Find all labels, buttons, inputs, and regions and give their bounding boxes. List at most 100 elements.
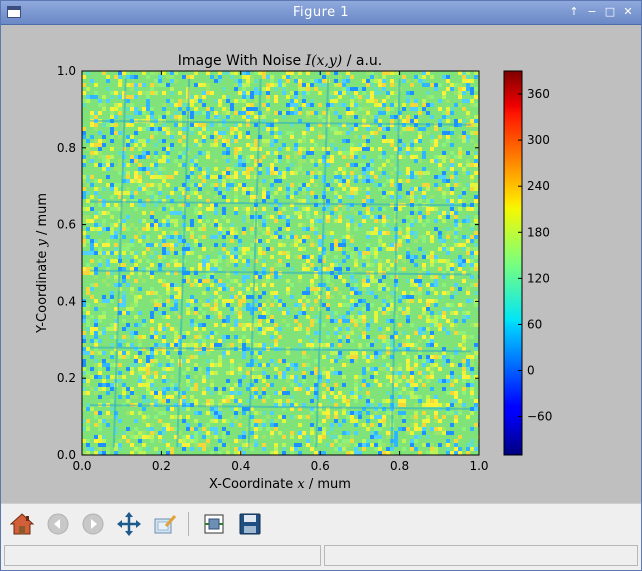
noise-pixel [294, 255, 298, 259]
noise-pixel [318, 171, 322, 175]
noise-pixel [210, 331, 214, 335]
noise-pixel [190, 235, 194, 239]
noise-pixel [346, 79, 350, 83]
noise-pixel [434, 83, 438, 87]
noise-pixel [118, 259, 122, 263]
save-button[interactable] [236, 510, 264, 538]
noise-pixel [234, 231, 238, 235]
noise-pixel [290, 451, 294, 455]
noise-pixel [318, 295, 322, 299]
noise-pixel [450, 131, 454, 135]
noise-pixel [202, 435, 206, 439]
noise-pixel [170, 283, 174, 287]
noise-pixel [134, 303, 138, 307]
noise-pixel [230, 295, 234, 299]
noise-pixel [126, 143, 130, 147]
noise-pixel [234, 419, 238, 423]
noise-pixel [266, 247, 270, 251]
noise-pixel [350, 315, 354, 319]
noise-pixel [158, 235, 162, 239]
noise-pixel [354, 451, 358, 455]
noise-pixel [170, 307, 174, 311]
noise-pixel [102, 363, 106, 367]
noise-pixel [370, 431, 374, 435]
noise-pixel [198, 203, 202, 207]
pan-button[interactable] [115, 510, 143, 538]
forward-button[interactable] [79, 510, 107, 538]
noise-pixel [186, 439, 190, 443]
noise-pixel [374, 79, 378, 83]
noise-pixel [322, 119, 326, 123]
noise-pixel [246, 135, 250, 139]
restore-up-icon[interactable]: ↑ [569, 5, 579, 18]
noise-pixel [118, 163, 122, 167]
noise-pixel [378, 123, 382, 127]
noise-pixel [106, 259, 110, 263]
noise-pixel [470, 267, 474, 271]
noise-pixel [278, 179, 282, 183]
back-button[interactable] [44, 510, 72, 538]
noise-pixel [214, 263, 218, 267]
maximize-icon[interactable]: □ [604, 5, 616, 18]
noise-pixel [222, 135, 226, 139]
zoom-rect-button[interactable] [151, 510, 179, 538]
noise-pixel [346, 195, 350, 199]
noise-pixel [214, 427, 218, 431]
noise-pixel [310, 111, 314, 115]
noise-pixel [106, 123, 110, 127]
noise-pixel [406, 311, 410, 315]
noise-pixel [446, 443, 450, 447]
noise-pixel [390, 191, 394, 195]
noise-pixel [230, 251, 234, 255]
noise-pixel [290, 107, 294, 111]
noise-pixel [454, 171, 458, 175]
noise-pixel [382, 423, 386, 427]
noise-pixel [226, 287, 230, 291]
noise-pixel [250, 195, 254, 199]
noise-pixel [142, 139, 146, 143]
status-message-right [324, 545, 638, 566]
noise-pixel [238, 147, 242, 151]
noise-pixel [310, 307, 314, 311]
title-bar[interactable]: Figure 1 ↑ − □ ✕ [1, 1, 641, 25]
noise-pixel [462, 303, 466, 307]
noise-pixel [382, 191, 386, 195]
figure-canvas[interactable]: Image With Noise I(x,y) / a.u. 0.0 0.2 0.4… [1, 25, 641, 503]
noise-pixel [98, 435, 102, 439]
noise-pixel [150, 271, 154, 275]
minimize-icon[interactable]: − [587, 5, 597, 18]
noise-pixel [138, 155, 142, 159]
noise-pixel [346, 87, 350, 91]
noise-pixel [442, 271, 446, 275]
noise-pixel [242, 95, 246, 99]
close-icon[interactable]: ✕ [623, 5, 633, 18]
noise-pixel [86, 71, 90, 75]
noise-pixel [158, 347, 162, 351]
noise-pixel [338, 443, 342, 447]
noise-pixel [142, 235, 146, 239]
noise-pixel [142, 419, 146, 423]
noise-pixel [394, 259, 398, 263]
noise-pixel [94, 319, 98, 323]
noise-pixel [266, 95, 270, 99]
noise-pixel [434, 275, 438, 279]
noise-pixel [170, 407, 174, 411]
noise-pixel [94, 187, 98, 191]
noise-pixel [126, 227, 130, 231]
noise-pixel [126, 411, 130, 415]
noise-pixel [350, 327, 354, 331]
noise-pixel [102, 387, 106, 391]
noise-pixel [310, 219, 314, 223]
noise-pixel [346, 175, 350, 179]
noise-pixel [242, 323, 246, 327]
home-button[interactable] [8, 510, 36, 538]
noise-pixel [386, 179, 390, 183]
noise-pixel [274, 331, 278, 335]
subplots-button[interactable] [200, 510, 228, 538]
noise-pixel [194, 435, 198, 439]
noise-pixel [418, 291, 422, 295]
noise-pixel [126, 163, 130, 167]
noise-pixel [354, 115, 358, 119]
app-icon[interactable] [7, 6, 21, 18]
noise-pixel [214, 311, 218, 315]
